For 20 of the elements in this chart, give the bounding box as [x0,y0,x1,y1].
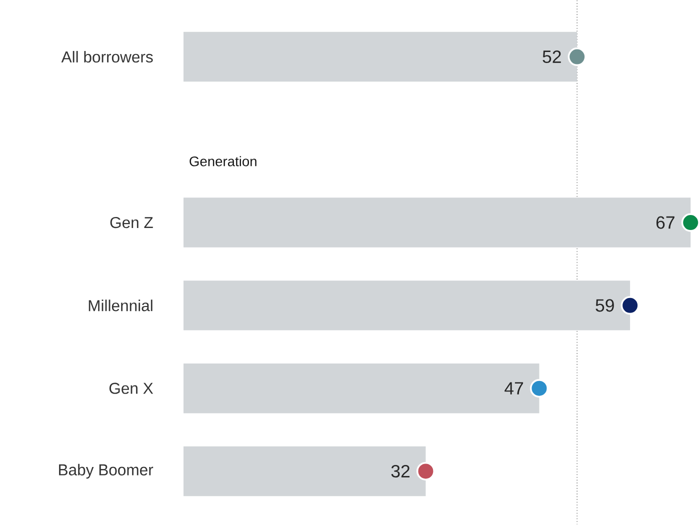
bar [184,198,691,248]
point [416,462,435,481]
bar [184,364,540,414]
data-label: 67 [656,216,674,229]
point [620,296,640,315]
y-tick-label: Gen Z [110,217,153,228]
data-label: 32 [391,465,410,478]
y-tick-label: Baby Boomer [59,464,154,479]
point [568,48,586,66]
data-label: 47 [504,382,524,395]
y-tick-label: Gen X [109,382,154,394]
bar [184,280,630,330]
y-tick-label: All borrowers [61,51,153,63]
point [530,379,549,398]
data-label: 52 [542,50,561,64]
bar [184,446,426,496]
data-label: 59 [596,299,614,312]
y-tick-label: Millennial [88,300,152,312]
annotation: Generation [190,156,256,166]
bar [184,32,578,82]
